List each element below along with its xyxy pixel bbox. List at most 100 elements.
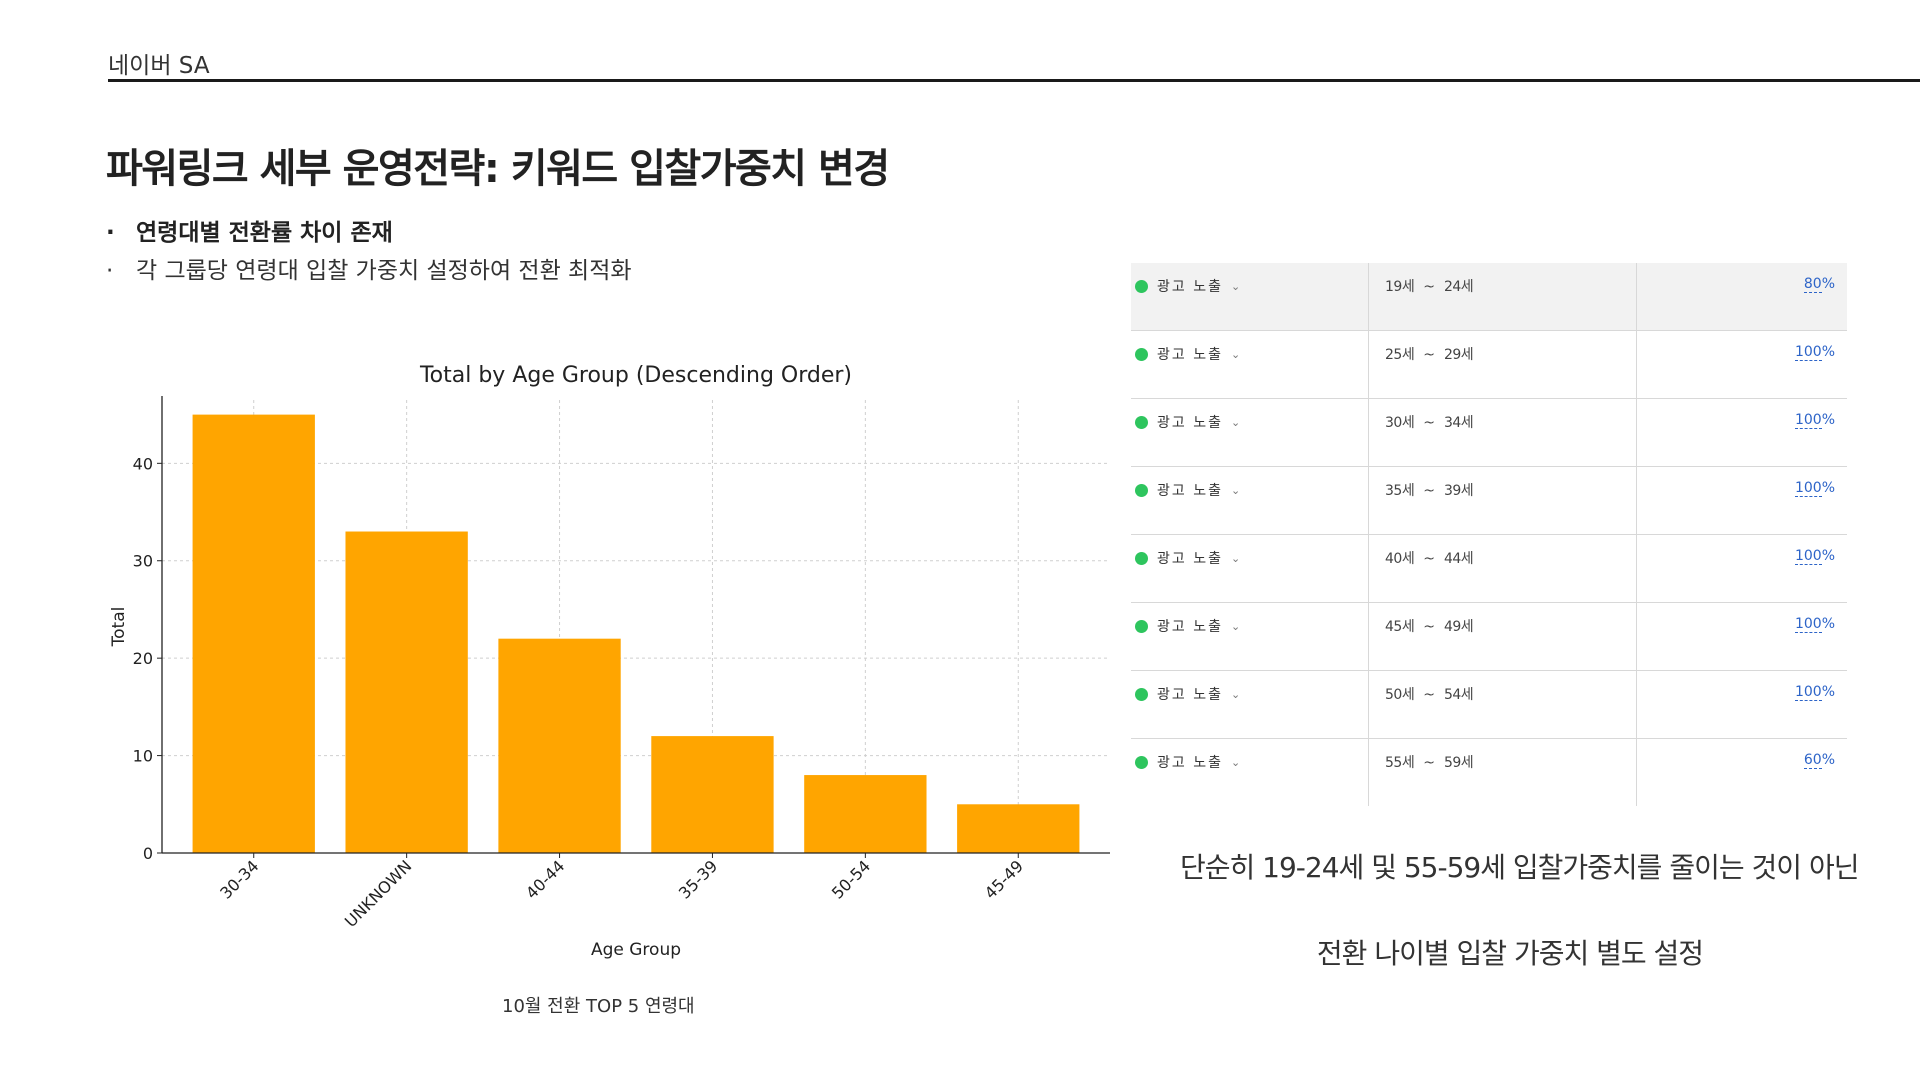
status-cell: 광고 노출 ⌄: [1131, 670, 1369, 739]
status-dropdown[interactable]: 광고 노출: [1157, 551, 1223, 567]
percent-unit: %: [1821, 752, 1835, 768]
age-from: 50세: [1385, 687, 1415, 703]
chevron-down-icon[interactable]: ⌄: [1230, 687, 1241, 701]
chart-title: Total by Age Group (Descending Order): [419, 363, 852, 388]
bid-weight-link[interactable]: 100: [1794, 684, 1822, 701]
x-tick-label: 45-49: [981, 856, 1027, 902]
bid-weight-link[interactable]: 60: [1803, 752, 1822, 769]
percent-unit: %: [1821, 276, 1835, 292]
age-range-cell: 55세 ~59세: [1368, 738, 1637, 806]
bid-weight-link[interactable]: 80: [1803, 276, 1822, 293]
status-dot-icon: [1135, 415, 1148, 429]
age-to: 44세: [1443, 551, 1474, 567]
age-range-cell: 30세 ~34세: [1368, 398, 1637, 467]
bar-30-34: [192, 414, 315, 853]
bid-weight-link[interactable]: 100: [1794, 616, 1822, 633]
weight-cell: 100%: [1636, 670, 1847, 739]
bar-50-54: [804, 775, 927, 853]
percent-unit: %: [1821, 616, 1835, 632]
bid-weight-link[interactable]: 100: [1794, 480, 1822, 497]
bid-weight-link[interactable]: 100: [1794, 412, 1822, 429]
y-tick-label: 0: [143, 844, 153, 863]
chevron-down-icon[interactable]: ⌄: [1230, 279, 1241, 293]
status-cell: 광고 노출 ⌄: [1131, 602, 1369, 671]
age-bid-weight-table: 광고 노출 ⌄ 19세 ~24세 80% 광고 노출 ⌄ 25세 ~29세 100% 광고 노출 ⌄ 3…: [1131, 263, 1847, 806]
bullet-item: 각 그룹당 연령대 입찰 가중치 설정하여 전환 최적화: [106, 252, 632, 290]
age-to: 24세: [1443, 279, 1474, 295]
age-range-cell: 35세 ~39세: [1368, 466, 1637, 535]
age-from: 40세: [1385, 551, 1415, 567]
status-cell: 광고 노출 ⌄: [1131, 330, 1369, 399]
y-axis-title: Total: [109, 607, 129, 648]
age-range-cell: 25세 ~29세: [1368, 330, 1637, 399]
bar-40-44: [498, 638, 621, 853]
status-dot-icon: [1135, 755, 1148, 769]
age-from: 55세: [1385, 755, 1415, 771]
bid-row: 광고 노출 ⌄ 35세 ~39세 100%: [1131, 466, 1847, 535]
bar-45-49: [957, 804, 1080, 853]
age-from: 35세: [1385, 483, 1415, 499]
status-dropdown[interactable]: 광고 노출: [1157, 483, 1223, 499]
range-tilde: ~: [1423, 687, 1435, 703]
chevron-down-icon[interactable]: ⌄: [1230, 347, 1241, 361]
bullet-list: 연령대별 전환률 차이 존재 각 그룹당 연령대 입찰 가중치 설정하여 전환 …: [106, 214, 632, 290]
x-axis-title: Age Group: [591, 940, 681, 960]
header-divider: [108, 79, 1920, 82]
y-tick-label: 40: [133, 454, 153, 473]
status-dot-icon: [1135, 551, 1148, 565]
status-dropdown[interactable]: 광고 노출: [1157, 619, 1223, 635]
bid-row: 광고 노출 ⌄ 50세 ~54세 100%: [1131, 670, 1847, 739]
age-from: 45세: [1385, 619, 1415, 635]
status-cell: 광고 노출 ⌄: [1131, 738, 1369, 806]
age-range-cell: 19세 ~24세: [1368, 263, 1637, 331]
header-label: 네이버 SA: [108, 53, 210, 79]
percent-unit: %: [1821, 412, 1835, 428]
percent-unit: %: [1821, 344, 1835, 360]
status-cell: 광고 노출 ⌄: [1131, 534, 1369, 603]
note-line-2: 전환 나이별 입찰 가중치 별도 설정: [1316, 937, 1704, 970]
weight-cell: 100%: [1636, 602, 1847, 671]
status-cell: 광고 노출 ⌄: [1131, 263, 1369, 331]
status-dropdown[interactable]: 광고 노출: [1157, 279, 1223, 295]
percent-unit: %: [1821, 480, 1835, 496]
age-to: 29세: [1443, 347, 1474, 363]
chevron-down-icon[interactable]: ⌄: [1230, 415, 1241, 429]
status-dot-icon: [1135, 619, 1148, 633]
range-tilde: ~: [1423, 415, 1435, 431]
note-line-1: 단순히 19-24세 및 55-59세 입찰가중치를 줄이는 것이 아닌: [1180, 851, 1859, 884]
bid-weight-link[interactable]: 100: [1794, 548, 1822, 565]
x-tick-label: 40-44: [522, 856, 568, 902]
range-tilde: ~: [1423, 483, 1435, 499]
x-tick-label: UNKNOWN: [341, 856, 416, 931]
weight-cell: 100%: [1636, 330, 1847, 399]
percent-unit: %: [1821, 548, 1835, 564]
bid-weight-link[interactable]: 100: [1794, 344, 1822, 361]
age-range-cell: 45세 ~49세: [1368, 602, 1637, 671]
range-tilde: ~: [1423, 619, 1435, 635]
status-dropdown[interactable]: 광고 노출: [1157, 347, 1223, 363]
status-dropdown[interactable]: 광고 노출: [1157, 415, 1223, 431]
weight-cell: 60%: [1637, 739, 1848, 807]
age-to: 34세: [1443, 415, 1474, 431]
status-dropdown[interactable]: 광고 노출: [1157, 755, 1223, 771]
chevron-down-icon[interactable]: ⌄: [1230, 551, 1241, 565]
age-to: 49세: [1443, 619, 1474, 635]
weight-cell: 100%: [1636, 534, 1847, 603]
chart-caption: 10월 전환 TOP 5 연령대: [502, 996, 695, 1017]
bid-row: 광고 노출 ⌄ 25세 ~29세 100%: [1131, 330, 1847, 399]
weight-cell: 100%: [1636, 466, 1847, 535]
status-dot-icon: [1135, 279, 1148, 293]
range-tilde: ~: [1423, 755, 1435, 771]
chevron-down-icon[interactable]: ⌄: [1230, 755, 1241, 769]
status-dot-icon: [1135, 483, 1148, 497]
y-tick-label: 10: [133, 747, 153, 766]
status-dropdown[interactable]: 광고 노출: [1157, 687, 1223, 703]
age-to: 59세: [1443, 755, 1474, 771]
bid-row: 광고 노출 ⌄ 30세 ~34세 100%: [1131, 398, 1847, 467]
x-tick-label: 30-34: [216, 856, 262, 902]
chevron-down-icon[interactable]: ⌄: [1230, 483, 1241, 497]
bid-row: 광고 노출 ⌄ 19세 ~24세 80%: [1131, 263, 1847, 331]
age-from: 30세: [1385, 415, 1415, 431]
chevron-down-icon[interactable]: ⌄: [1230, 619, 1241, 633]
x-tick-label: 35-39: [675, 856, 721, 902]
